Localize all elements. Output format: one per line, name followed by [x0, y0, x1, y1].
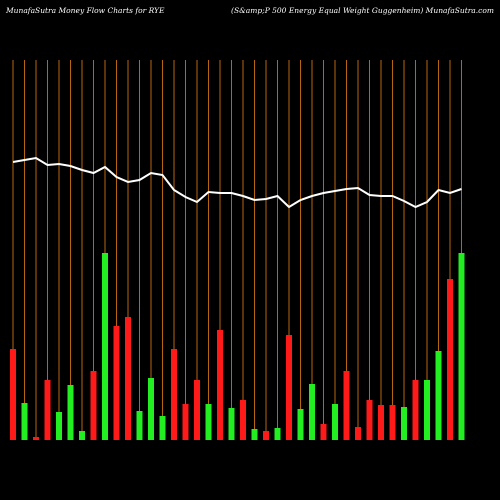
bar — [194, 380, 200, 440]
bar — [33, 437, 39, 440]
bar — [412, 380, 419, 440]
bar — [286, 335, 292, 440]
price-line — [12, 156, 462, 209]
bar — [67, 385, 74, 440]
bar — [309, 384, 315, 440]
bar — [297, 409, 304, 440]
chart-title: MunafaSutra Money Flow Charts for RYE — [5, 6, 165, 15]
bar — [148, 378, 154, 440]
bar — [125, 317, 131, 440]
bar — [159, 416, 166, 440]
bar — [355, 427, 361, 440]
bar — [205, 404, 212, 440]
chart-subtitle: (S&amp;P 500 Energy Equal Weight Guggenh… — [231, 6, 494, 15]
bar — [332, 404, 338, 440]
bar — [228, 408, 235, 440]
bar — [320, 424, 327, 440]
bar — [435, 351, 442, 440]
bar — [44, 380, 51, 440]
bar — [274, 428, 281, 440]
bar — [447, 279, 453, 440]
bar — [251, 429, 258, 440]
bar — [401, 407, 407, 440]
bar — [263, 431, 269, 440]
bar — [458, 253, 465, 440]
bar — [102, 253, 108, 440]
bar — [136, 411, 143, 440]
bar — [56, 412, 62, 440]
bar — [217, 330, 223, 440]
bar — [424, 380, 430, 440]
bar — [366, 400, 373, 440]
bar — [79, 431, 85, 440]
bar — [10, 349, 16, 440]
bar — [343, 371, 350, 440]
bar — [21, 403, 28, 440]
bar — [182, 404, 189, 440]
bar — [389, 405, 396, 440]
bar — [378, 405, 384, 440]
bar — [90, 371, 97, 440]
bar — [113, 326, 120, 440]
bar — [240, 400, 246, 440]
bar — [171, 349, 177, 440]
